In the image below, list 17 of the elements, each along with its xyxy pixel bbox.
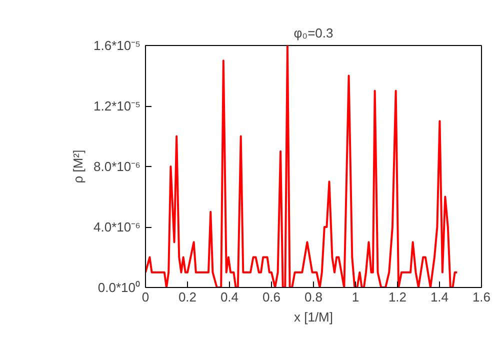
x-tick-label: 1.4 (430, 290, 449, 304)
y-tick-label: 4.0*10⁻⁶ (94, 220, 141, 234)
x-tick-label: 0.6 (262, 290, 281, 304)
x-tick-label: 0.8 (304, 290, 323, 304)
y-tick-label: 8.0*10⁻⁶ (94, 159, 141, 174)
x-tick-label: 1.2 (388, 290, 407, 304)
x-tick-label: 1 (352, 290, 360, 304)
x-tick-label: 0.2 (178, 290, 197, 304)
y-tick-label: 1.2*10⁻⁵ (94, 98, 141, 114)
x-tick-label: 0 (142, 290, 150, 304)
y-tick-label: 1.6*10⁻⁵ (94, 38, 141, 53)
x-axis-title: x [1/M] (294, 310, 334, 324)
y-tick-label: 0.0*10⁰ (98, 280, 141, 295)
x-tick-label: 1.6 (472, 290, 491, 304)
y-axis-title: ρ [M²] (70, 150, 86, 184)
x-tick-label: 0.4 (220, 290, 239, 304)
chart-title: φ₀=0.3 (294, 26, 334, 40)
